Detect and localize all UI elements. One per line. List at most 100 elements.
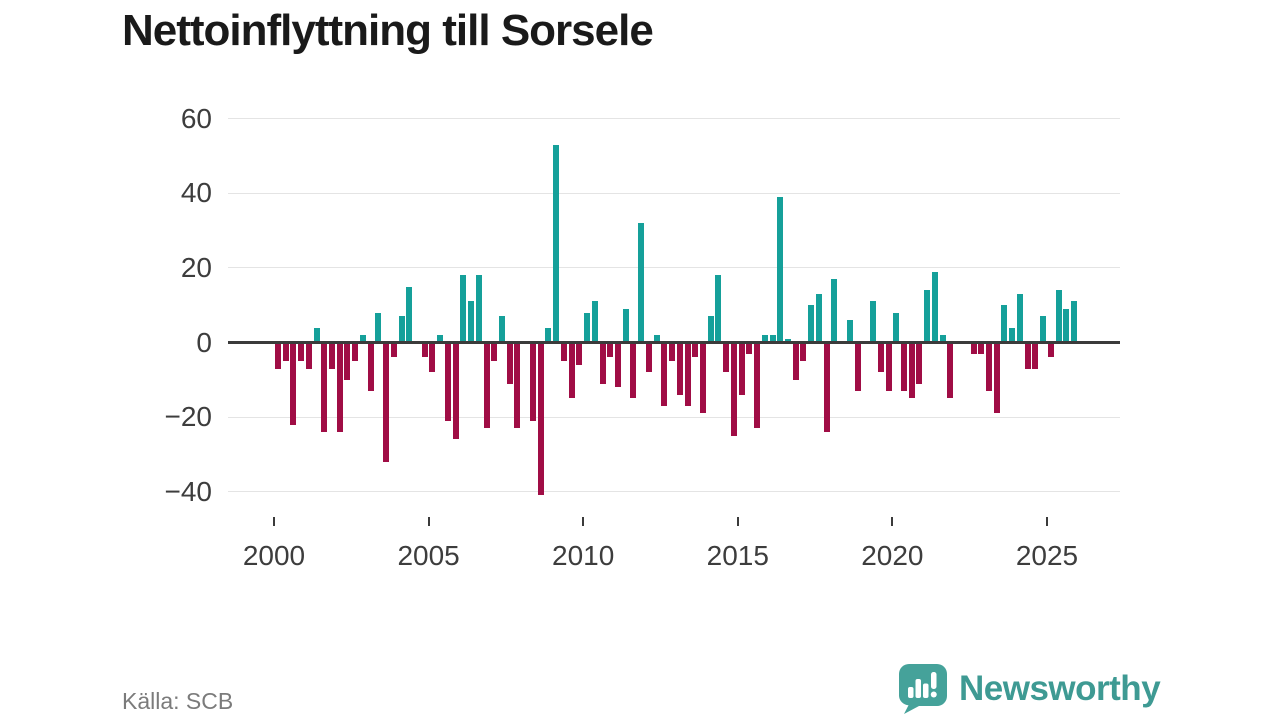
data-bar <box>645 342 652 373</box>
data-bar <box>769 335 776 343</box>
data-bar <box>622 308 629 343</box>
data-bar <box>1024 342 1031 369</box>
data-bar <box>390 342 397 358</box>
data-bar <box>305 342 312 369</box>
data-bar <box>684 342 691 406</box>
data-bar <box>661 342 668 406</box>
data-bar <box>545 327 552 343</box>
data-bar <box>444 342 451 421</box>
x-tick-mark <box>1045 517 1048 526</box>
data-bar <box>931 271 938 343</box>
data-bar <box>939 335 946 343</box>
data-bar <box>367 342 374 391</box>
x-tick-label: 2000 <box>242 540 306 571</box>
data-bar <box>560 342 567 362</box>
data-bar <box>576 342 583 365</box>
gridline-y-20 <box>228 416 1120 418</box>
data-bar <box>692 342 699 358</box>
data-bar <box>491 342 498 362</box>
data-bar <box>529 342 536 421</box>
data-bar <box>383 342 390 462</box>
gridline-y60 <box>228 118 1120 120</box>
data-bar <box>1047 342 1054 358</box>
data-bar <box>375 312 382 343</box>
data-bar <box>630 342 637 399</box>
newsworthy-logo: Newsworthy <box>898 663 1161 715</box>
data-bar <box>993 342 1000 414</box>
data-bar <box>854 342 861 391</box>
data-bar <box>700 342 706 414</box>
data-bar <box>877 342 884 373</box>
y-tick-label: 0 <box>196 326 212 358</box>
data-bar <box>298 342 305 362</box>
y-tick-label: 20 <box>180 251 212 283</box>
data-bar <box>738 342 745 395</box>
data-bar <box>429 342 436 373</box>
data-bar <box>1063 308 1070 343</box>
x-tick-label: 2005 <box>397 540 460 571</box>
data-bar <box>452 342 459 440</box>
data-bar <box>978 342 985 354</box>
data-bar <box>584 312 591 343</box>
data-bar <box>730 342 737 436</box>
data-bar <box>900 342 907 391</box>
data-bar <box>893 312 900 343</box>
gridline-y40 <box>228 192 1120 194</box>
data-bar <box>970 342 977 354</box>
data-bar <box>792 342 799 380</box>
data-bar <box>475 275 482 343</box>
x-tick-label: 2020 <box>861 540 924 571</box>
data-bar <box>313 327 320 343</box>
data-bar <box>831 279 838 343</box>
data-bar <box>746 342 753 354</box>
data-bar <box>274 342 281 369</box>
data-bar <box>800 342 807 362</box>
data-bar <box>638 223 645 343</box>
x-tick-mark <box>582 517 585 526</box>
x-tick-mark <box>427 517 430 526</box>
source-note: Källa: SCB <box>122 688 234 714</box>
chart-title: Nettoinflyttning till Sorsele <box>122 6 654 55</box>
data-bar <box>607 342 614 358</box>
data-bar <box>336 342 343 432</box>
data-bar <box>924 290 931 343</box>
data-bar <box>553 144 560 343</box>
data-bar <box>669 342 676 362</box>
data-bar <box>823 342 830 432</box>
x-tick-mark <box>891 517 894 526</box>
y-tick-label: 40 <box>180 177 212 209</box>
data-bar <box>290 342 297 425</box>
y-tick-label: −20 <box>164 401 213 433</box>
data-bar <box>815 294 822 343</box>
data-bar <box>506 342 513 384</box>
data-bar <box>846 320 853 343</box>
data-bar <box>653 335 660 343</box>
data-bar <box>1032 342 1039 369</box>
data-bar <box>1009 327 1016 343</box>
data-bar <box>885 342 892 391</box>
data-bar <box>947 342 954 399</box>
data-bar <box>406 286 413 343</box>
data-bar <box>514 342 521 429</box>
data-bar <box>352 342 359 362</box>
data-bar <box>723 342 730 373</box>
x-axis-zero-line <box>228 341 1120 344</box>
data-bar <box>908 342 915 399</box>
x-tick-label: 2010 <box>552 540 615 571</box>
data-bar <box>599 342 606 384</box>
data-bar <box>754 342 761 429</box>
x-tick-label: 2015 <box>706 540 769 571</box>
data-bar <box>870 301 877 343</box>
data-bar <box>282 342 289 362</box>
data-bar <box>421 342 428 358</box>
data-bar <box>715 275 722 343</box>
data-bar <box>398 316 405 343</box>
data-bar <box>785 338 792 343</box>
data-bar <box>1016 294 1023 343</box>
data-bar <box>321 342 328 432</box>
data-bar <box>591 301 598 343</box>
y-tick-label: 60 <box>180 102 212 134</box>
data-bar <box>777 197 784 343</box>
data-bar <box>328 342 335 369</box>
